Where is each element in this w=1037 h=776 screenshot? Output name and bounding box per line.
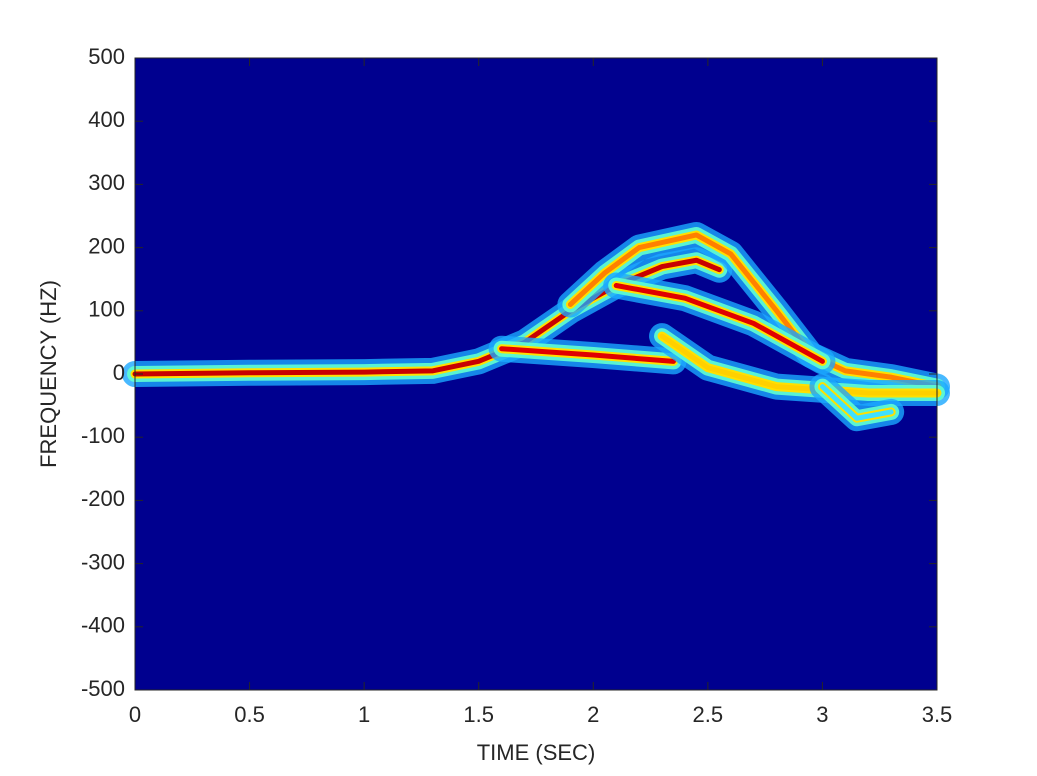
y-tick-label: -400 [81,613,125,638]
y-tick-label: 400 [88,107,125,132]
x-axis-label: TIME (SEC) [477,740,596,765]
ridge [499,346,676,364]
y-tick-label: -300 [81,549,125,574]
x-tick-label: 2 [587,702,599,727]
x-tick-label: 1 [358,702,370,727]
y-tick-label: 0 [113,360,125,385]
y-tick-label: -500 [81,676,125,701]
ridge [567,232,940,390]
y-tick-label: 100 [88,297,125,322]
x-tick-label: 0.5 [234,702,265,727]
x-tick-label: 1.5 [463,702,494,727]
ridge [819,384,894,421]
y-tick-label: 300 [88,170,125,195]
x-tick-label: 3.5 [922,702,953,727]
x-tick-label: 2.5 [693,702,724,727]
ridge [613,283,825,364]
ridge [659,333,940,396]
y-tick-label: 200 [88,233,125,258]
y-tick-label: -200 [81,486,125,511]
x-tick-label: 3 [816,702,828,727]
y-axis-label: FREQUENCY (HZ) [36,280,61,468]
y-tick-label: -100 [81,423,125,448]
x-tick-label: 0 [129,702,141,727]
y-tick-label: 500 [88,44,125,69]
